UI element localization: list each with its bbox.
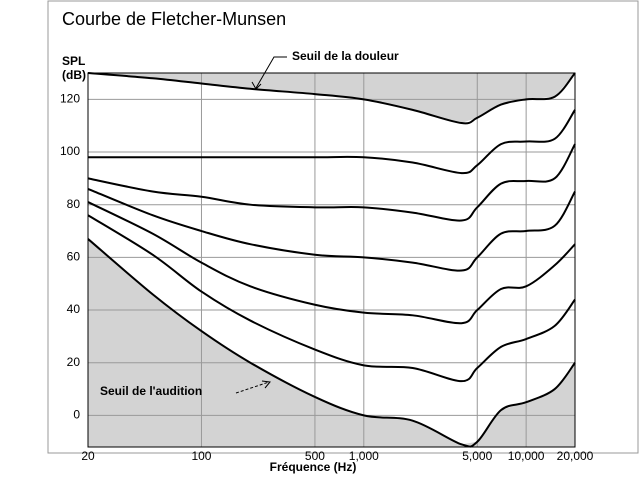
- x-axis-label: Fréquence (Hz): [270, 460, 357, 474]
- annotation-arrowhead: [261, 380, 271, 389]
- curve: [87, 201, 576, 325]
- x-tick-label: 10,000: [508, 449, 545, 463]
- annotation: Seuil de l'audition: [100, 384, 202, 398]
- y-tick-label: 20: [67, 355, 81, 369]
- x-tick-label: 5,000: [462, 449, 492, 463]
- annotation-arrowhead: [251, 81, 262, 90]
- shade-area: [88, 73, 575, 124]
- annotation-arrow: [255, 56, 287, 89]
- x-tick-label: 20: [81, 449, 95, 463]
- x-tick-label: 1,000: [349, 449, 379, 463]
- plot-border: [87, 72, 576, 448]
- x-tick-label: 500: [305, 449, 325, 463]
- curve: [87, 72, 576, 125]
- curve: [87, 109, 576, 175]
- curve: [87, 187, 576, 272]
- y-axis-label: SPL: [62, 54, 85, 68]
- x-tick-label: 20,000: [557, 449, 594, 463]
- shade-area: [88, 238, 575, 447]
- y-axis-label: (dB): [62, 68, 86, 82]
- y-tick-label: 120: [60, 92, 80, 106]
- y-tick-label: 40: [67, 302, 81, 316]
- x-tick-label: 100: [191, 449, 211, 463]
- curve: [87, 214, 576, 383]
- frame: [47, 0, 639, 454]
- curve: [87, 143, 576, 222]
- curve: [87, 238, 576, 448]
- y-tick-label: 80: [67, 197, 81, 211]
- chart-title: Courbe de Fletcher-Munsen: [62, 9, 286, 29]
- annotation: Seuil de la douleur: [292, 49, 399, 63]
- y-tick-label: 60: [67, 250, 81, 264]
- plot: 0 20 40 60 80 100 120 20 100 500 1,000 5,000 10,000 2…: [60, 72, 594, 463]
- annotation-arrow: [235, 381, 270, 394]
- y-tick-label: 100: [60, 144, 80, 158]
- y-tick-label: 0: [73, 408, 80, 422]
